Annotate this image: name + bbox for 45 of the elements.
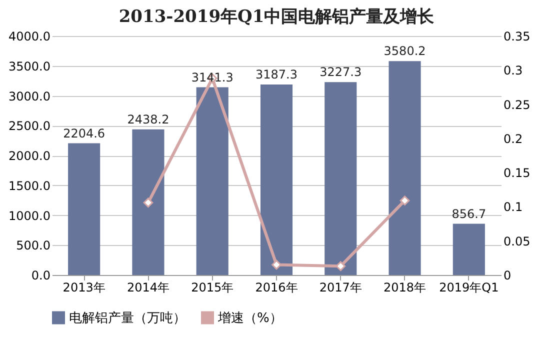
- x-tick-label: 2018年: [384, 280, 426, 294]
- y-tick-label: 3500.0: [8, 59, 50, 74]
- x-tick-label: 2014年: [126, 280, 170, 294]
- y-tick-label: 1500.0: [8, 178, 50, 193]
- bar: [388, 61, 421, 275]
- point: [143, 198, 154, 208]
- x-tick-label: 2019年Q1: [439, 280, 499, 294]
- y2-tick-label: 0.35: [504, 30, 530, 44]
- x-tick-label: 2016年: [255, 280, 298, 294]
- point: [336, 261, 346, 272]
- bar: [452, 224, 485, 275]
- data-label: 2204.6: [63, 126, 106, 140]
- y-tick-label: 4000.0: [8, 30, 50, 44]
- y2-tick-label: 0: [504, 268, 512, 282]
- point: [400, 196, 410, 206]
- bar: [68, 143, 100, 275]
- y2-tick-label: 0.25: [504, 98, 530, 112]
- bar: [324, 82, 357, 275]
- y2-tick-label: 0.1: [504, 200, 523, 214]
- x-tick-label: 2013年: [62, 280, 106, 294]
- x-tick-label: 2015年: [191, 280, 234, 294]
- data-label: 3580.2: [384, 44, 426, 58]
- point: [272, 260, 282, 270]
- y2-tick-label: 0.05: [504, 234, 530, 248]
- y-tick-label: 2000.0: [8, 149, 50, 163]
- bar: [260, 84, 293, 275]
- y-tick-label: 1000.0: [8, 208, 50, 223]
- y-tick-label: 500.0: [16, 238, 50, 253]
- data-label: 3227.3: [320, 65, 362, 80]
- y2-tick-label: 0.15: [504, 166, 530, 180]
- bar: [132, 129, 164, 275]
- data-label: 3187.3: [256, 68, 298, 82]
- data-label: 3141.3: [191, 70, 234, 84]
- data-label: 856.7: [452, 206, 486, 221]
- x-tick-label: 2017年: [319, 280, 362, 294]
- chart-title: 2013-2019年Q1中国电解铝产量及增长: [118, 7, 436, 27]
- legend-label: 增速（%）: [217, 310, 282, 326]
- bar: [196, 87, 228, 275]
- data-label: 2438.2: [127, 112, 170, 126]
- y-tick-label: 0.0: [31, 268, 50, 282]
- y-tick-label: 2500.0: [8, 119, 50, 134]
- legend-label: 电解铝产量（万吨）: [69, 310, 186, 326]
- y2-tick-label: 0.3: [504, 64, 523, 78]
- y-tick-label: 3000.0: [8, 89, 50, 104]
- y2-tick-label: 0.2: [504, 132, 523, 146]
